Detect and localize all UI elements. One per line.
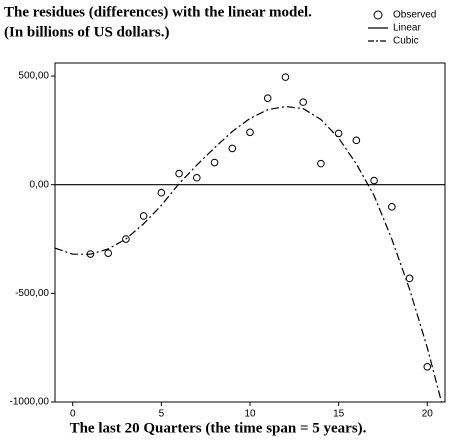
data-point [210, 158, 219, 167]
legend-label: Linear [393, 23, 421, 34]
data-point [317, 159, 325, 168]
y-tick-label: -500,00 [15, 288, 49, 299]
data-point [423, 362, 432, 371]
data-point [281, 73, 290, 81]
fit-line [55, 105, 443, 402]
data-point [157, 188, 166, 197]
x-tick-label: 10 [244, 409, 256, 420]
data-point [175, 169, 183, 178]
legend-label: Observed [393, 10, 436, 21]
data-point [370, 176, 378, 185]
x-tick-label: 0 [70, 409, 76, 420]
plot-area [55, 73, 445, 402]
x-tick-label: 5 [159, 409, 165, 420]
data-point [139, 212, 148, 220]
data-point [246, 128, 254, 137]
legend-label: Cubic [393, 36, 419, 47]
y-tick-label: 500,00 [18, 71, 49, 82]
data-point [352, 136, 361, 145]
data-point [263, 94, 272, 103]
data-point [388, 203, 396, 211]
legend-marker [373, 10, 383, 20]
chart-title: The residues (differences) with the line… [4, 4, 312, 20]
data-point [334, 129, 343, 138]
y-tick-label: -1000,00 [10, 397, 50, 408]
data-point [122, 235, 130, 243]
data-point [193, 173, 201, 182]
data-point [228, 144, 237, 153]
x-tick-label: 15 [333, 409, 345, 420]
x-axis-label: The last 20 Quarters (the time span = 5 … [70, 420, 367, 436]
y-tick-label: 0,00 [30, 179, 50, 190]
data-point [299, 98, 307, 106]
chart-subtitle: (In billions of US dollars.) [4, 24, 169, 40]
x-tick-label: 20 [422, 409, 434, 420]
data-point [104, 249, 112, 257]
